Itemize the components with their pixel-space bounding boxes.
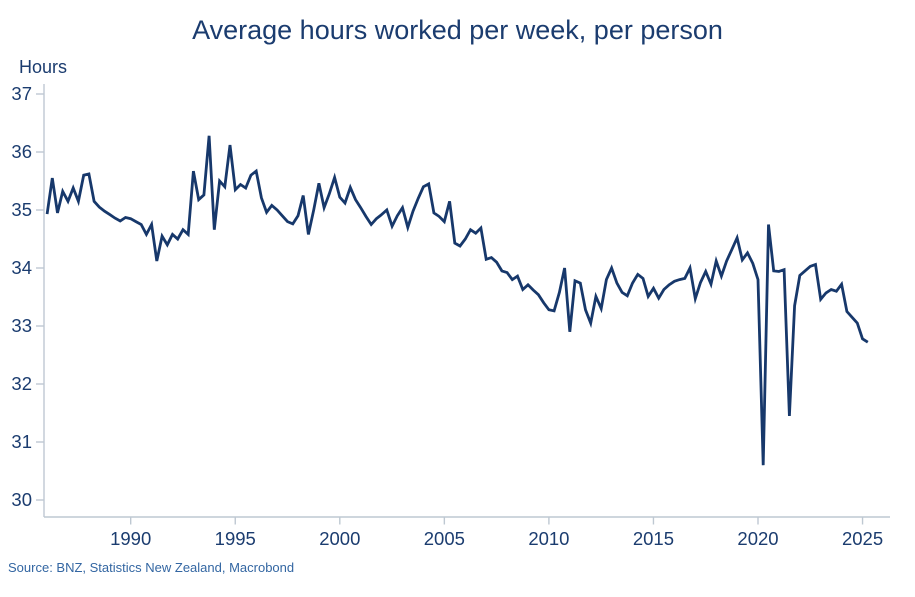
y-tick-label: 34	[11, 257, 32, 278]
data-line-series	[45, 135, 869, 466]
x-tick-label: 2015	[633, 528, 674, 549]
y-tick-label: 31	[11, 431, 32, 452]
x-tick-label: 2020	[737, 528, 778, 549]
source-note: Source: BNZ, Statistics New Zealand, Mac…	[8, 560, 295, 575]
x-tick-label: 2005	[424, 528, 465, 549]
x-tick-label: 2010	[528, 528, 569, 549]
chart-title: Average hours worked per week, per perso…	[192, 15, 723, 45]
y-tick-label: 35	[11, 199, 32, 220]
y-tick-label: 32	[11, 373, 32, 394]
x-tick-label: 2025	[842, 528, 883, 549]
y-tick-label: 30	[11, 489, 32, 510]
y-tick-label: 33	[11, 315, 32, 336]
y-tick-label: 37	[11, 83, 32, 104]
x-tick-label: 1995	[215, 528, 256, 549]
x-tick-label: 2000	[319, 528, 360, 549]
y-axis-title: Hours	[19, 57, 68, 77]
x-tick-label: 1990	[110, 528, 151, 549]
y-tick-label: 36	[11, 141, 32, 162]
